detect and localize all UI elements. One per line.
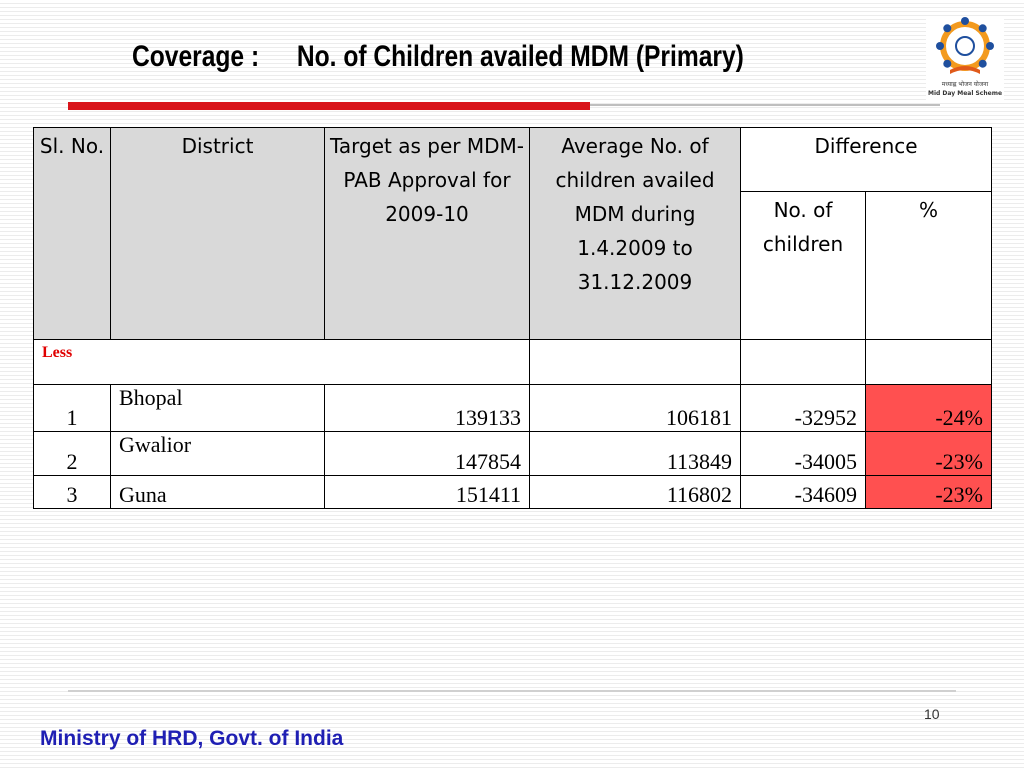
page-number: 10: [924, 706, 940, 722]
title-text: No. of Children availed MDM (Primary): [296, 40, 744, 73]
row-target: 147854: [324, 431, 530, 476]
row-sl: 3: [33, 475, 111, 509]
row-percent: -23%: [864, 431, 993, 476]
less-empty-cell: [864, 339, 993, 385]
row-sl: 1: [33, 384, 111, 432]
table-row: 1 Bhopal 139133 106181 -32952 -24%: [33, 384, 993, 432]
row-percent: -23%: [864, 475, 993, 509]
less-label: Less: [33, 339, 530, 385]
less-empty-cell: [529, 339, 741, 385]
row-district: Bhopal: [110, 384, 325, 432]
title-underline-red: [68, 102, 590, 110]
title-underline-grey: [590, 104, 940, 106]
table-row: 3 Guna 151411 116802 -34609 -23%: [33, 475, 993, 509]
row-average: 113849: [529, 431, 741, 476]
header-average: Average No. of children availed MDM duri…: [529, 127, 741, 340]
ministry-footer: Ministry of HRD, Govt. of India: [40, 727, 344, 750]
logo-caption-hindi: मध्याह्न भोजन योजना: [941, 81, 989, 88]
slide-title: Coverage : No. of Children availed MDM (P…: [132, 40, 744, 74]
mdm-logo: मध्याह्न भोजन योजना Mid Day Meal Scheme: [926, 16, 1004, 102]
header-district: District: [110, 127, 325, 340]
row-average: 116802: [529, 475, 741, 509]
row-average: 106181: [529, 384, 741, 432]
row-target: 151411: [324, 475, 530, 509]
footer-divider: [68, 690, 956, 692]
header-sl-no: Sl. No.: [33, 127, 111, 340]
header-diff-children: No. of children: [740, 191, 866, 340]
row-percent: -24%: [864, 384, 993, 432]
row-target: 139133: [324, 384, 530, 432]
row-district: Gwalior: [110, 431, 325, 476]
coverage-table: Sl. No. District Target as per MDM-PAB A…: [33, 127, 993, 509]
row-sl: 2: [33, 431, 111, 476]
mdm-logo-icon: [936, 17, 994, 74]
table-row: 2 Gwalior 147854 113849 -34005 -23%: [33, 431, 993, 476]
header-target: Target as per MDM-PAB Approval for 2009-…: [324, 127, 530, 340]
header-difference: Difference: [739, 127, 993, 192]
row-diff: -32952: [740, 384, 866, 432]
row-district: Guna: [110, 475, 325, 509]
title-label: Coverage :: [132, 40, 260, 73]
row-diff: -34609: [740, 475, 866, 509]
row-diff: -34005: [740, 431, 866, 476]
logo-caption-english: Mid Day Meal Scheme: [927, 90, 1003, 97]
less-empty-cell: [740, 339, 866, 385]
header-diff-percent: %: [864, 191, 993, 340]
